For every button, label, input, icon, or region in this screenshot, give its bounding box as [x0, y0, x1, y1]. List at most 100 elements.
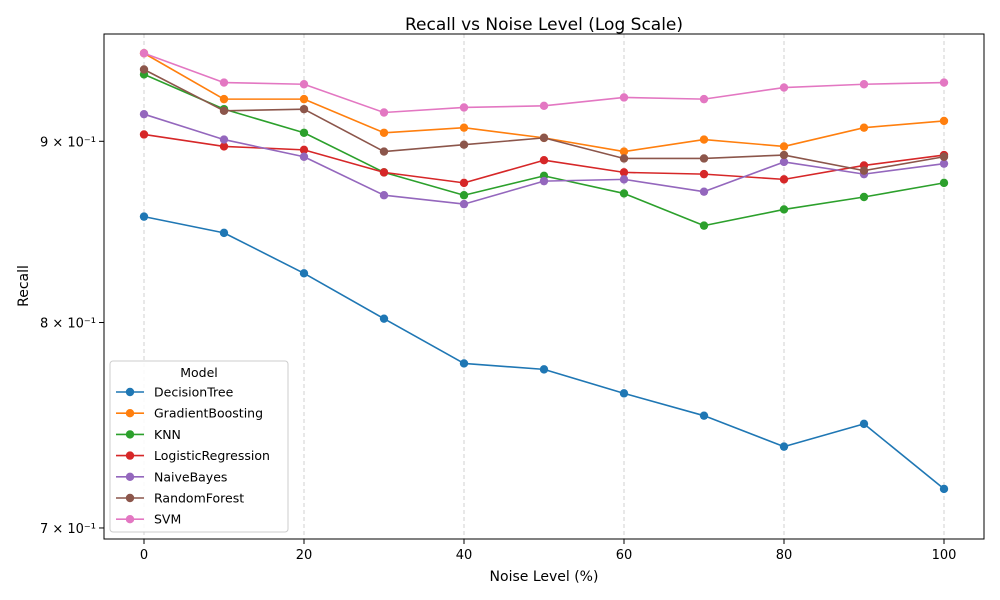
data-point [219, 78, 229, 87]
data-point [139, 109, 149, 119]
data-point [619, 189, 629, 198]
data-point [299, 80, 309, 89]
data-point [699, 169, 709, 179]
data-point [779, 83, 789, 92]
data-point [779, 150, 789, 160]
data-point [459, 199, 469, 209]
data-point [619, 168, 629, 177]
data-point [699, 135, 709, 144]
data-point [619, 389, 629, 398]
data-point [779, 157, 789, 167]
data-point [939, 78, 949, 87]
data-point [539, 176, 549, 186]
data-point [299, 269, 309, 278]
data-point [219, 94, 229, 104]
x-tick-label: 40 [456, 548, 473, 563]
data-point [139, 212, 149, 221]
data-point [699, 94, 709, 104]
data-point [939, 159, 949, 168]
legend-label: GradientBoosting [154, 406, 263, 421]
legend-title: Model [180, 365, 218, 380]
series-lines [139, 49, 949, 494]
data-point [699, 154, 709, 163]
y-axis: 7 × 10⁻¹ 8 × 10⁻¹ 9 × 10⁻¹ [40, 135, 104, 537]
chart-title: Recall vs Noise Level (Log Scale) [405, 15, 683, 35]
data-point [459, 178, 469, 188]
series-RandomForest [139, 65, 949, 175]
series-NaiveBayes [139, 109, 949, 209]
y-tick-label: 7 × 10⁻¹ [40, 522, 96, 537]
series-DecisionTree [139, 212, 949, 494]
legend-label: KNN [154, 427, 181, 442]
legend-label: LogisticRegression [154, 448, 270, 463]
data-point [699, 187, 709, 196]
data-point [219, 106, 229, 116]
legend-marker [125, 387, 135, 397]
series-KNN [139, 70, 949, 230]
series-SVM [139, 49, 949, 117]
legend-entry-GradientBoosting: GradientBoosting [116, 406, 263, 421]
x-tick-label: 100 [932, 548, 957, 563]
data-point [379, 191, 389, 200]
data-point [379, 168, 389, 177]
data-point [299, 104, 309, 114]
y-tick-label: 8 × 10⁻¹ [40, 317, 96, 332]
legend: Model DecisionTree GradientBoosting KNN Log… [109, 360, 289, 533]
legend-marker [125, 493, 135, 503]
data-point [139, 49, 149, 58]
data-point [939, 484, 949, 494]
series-LogisticRegression [139, 130, 949, 188]
data-point [459, 123, 469, 132]
data-point [619, 154, 629, 163]
data-point [939, 116, 949, 126]
data-point [379, 314, 389, 323]
data-point [219, 135, 229, 144]
data-point [939, 152, 949, 161]
data-point [699, 411, 709, 420]
data-point [539, 365, 549, 374]
y-tick-label: 9 × 10⁻¹ [40, 135, 96, 150]
data-point [539, 101, 549, 111]
data-point [619, 93, 629, 102]
legend-marker [125, 409, 135, 418]
data-point [299, 128, 309, 137]
data-point [859, 419, 869, 429]
data-point [379, 128, 389, 137]
plot-frame [103, 33, 985, 540]
x-axis: 0 20 40 60 80 100 [140, 539, 957, 563]
data-point [299, 94, 309, 104]
data-point [299, 145, 309, 155]
data-point [939, 178, 949, 188]
legend-marker [125, 430, 135, 439]
data-point [859, 80, 869, 89]
data-point [379, 108, 389, 117]
data-point [779, 142, 789, 151]
data-point [299, 152, 309, 161]
data-point [619, 147, 629, 156]
x-tick-label: 0 [140, 548, 148, 563]
x-tick-label: 60 [616, 548, 633, 563]
legend-entry-NaiveBayes: NaiveBayes [116, 469, 227, 484]
data-point [139, 130, 149, 139]
legend-marker [125, 472, 135, 481]
data-point [859, 123, 869, 132]
data-point [699, 221, 709, 230]
legend-entry-RandomForest: RandomForest [116, 491, 244, 506]
legend-label: SVM [154, 512, 181, 527]
data-point [219, 142, 229, 151]
x-tick-label: 80 [776, 548, 793, 563]
legend-label: DecisionTree [154, 385, 234, 400]
series-line [143, 68, 945, 172]
data-point [459, 140, 469, 149]
legend-entry-SVM: SVM [116, 512, 181, 527]
data-point [619, 175, 629, 184]
data-point [859, 166, 869, 175]
x-tick-label: 20 [296, 548, 313, 563]
data-point [459, 359, 469, 368]
data-point [779, 175, 789, 184]
legend-entry-LogisticRegression: LogisticRegression [116, 448, 270, 463]
data-point [219, 228, 229, 238]
y-axis-title: Recall [16, 265, 32, 307]
data-point [139, 65, 149, 74]
